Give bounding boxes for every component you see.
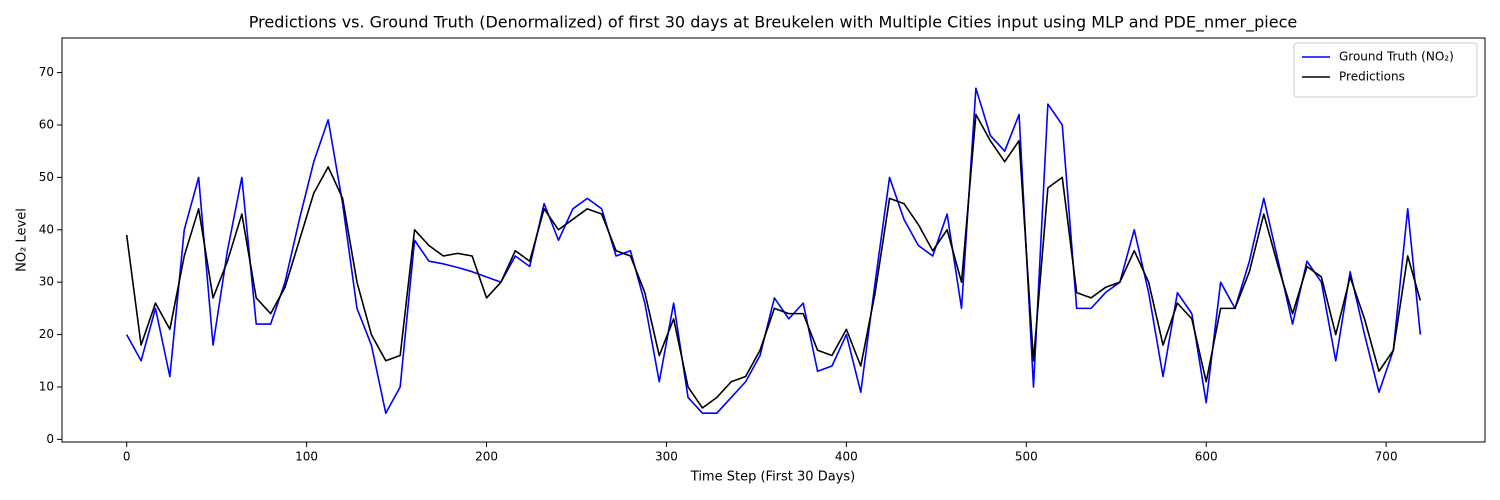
x-tick-label: 600 — [1195, 450, 1218, 464]
data-line — [125, 87, 1422, 414]
chart-title: Predictions vs. Ground Truth (Denormaliz… — [249, 13, 1297, 33]
y-tick-label: 0 — [46, 432, 54, 446]
y-tick-label: 50 — [39, 170, 54, 184]
legend-label: Ground Truth (NO₂) — [1339, 50, 1454, 64]
plot-frame — [61, 37, 1486, 443]
y-tick-label: 20 — [39, 327, 54, 341]
x-tick-label: 500 — [1015, 450, 1038, 464]
y-axis-label: NO₂ Level — [15, 208, 30, 272]
x-tick-label: 100 — [295, 450, 318, 464]
data-line — [125, 113, 1422, 409]
y-tick-label: 40 — [39, 222, 54, 236]
x-tick-label: 700 — [1375, 450, 1398, 464]
x-tick-label: 0 — [123, 450, 131, 464]
legend-label: Predictions — [1339, 70, 1405, 84]
legend-box — [1293, 42, 1478, 98]
x-tick-label: 300 — [655, 450, 678, 464]
x-tick-label: 400 — [835, 450, 858, 464]
y-tick-label: 70 — [39, 65, 54, 79]
y-tick-label: 10 — [39, 379, 54, 393]
y-tick-label: 30 — [39, 275, 54, 289]
y-tick-label: 60 — [39, 117, 54, 131]
x-axis-label: Time Step (First 30 Days) — [690, 470, 855, 485]
x-tick-label: 200 — [475, 450, 498, 464]
